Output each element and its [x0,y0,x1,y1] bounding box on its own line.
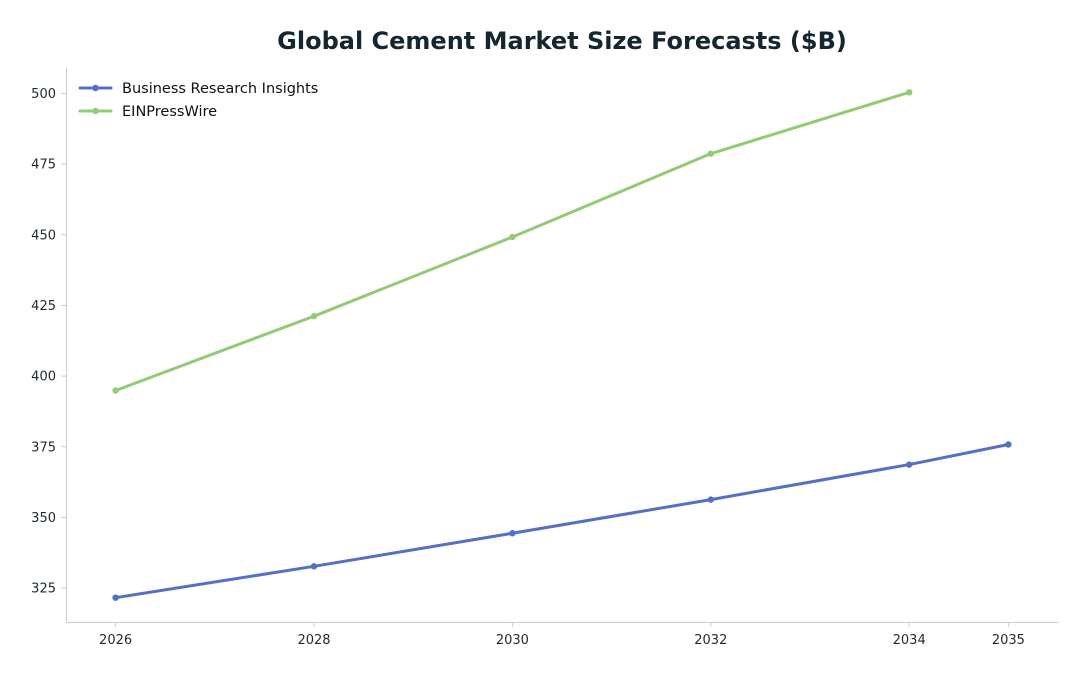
data-point [1005,441,1012,448]
y-tick-label: 450 [31,228,56,243]
series-2 [112,89,913,394]
chart-title: Global Cement Market Size Forecasts ($B) [277,27,847,55]
data-point [310,312,318,320]
y-tick-label: 425 [31,299,56,314]
data-point [509,233,516,241]
x-axis-ticks: 2026 2028 2030 2032 2034 2035 [99,622,1025,648]
x-tick-label: 2035 [992,633,1025,648]
data-point [906,461,913,468]
y-tick-label: 375 [31,440,56,455]
x-tick-label: 2028 [297,633,330,648]
y-tick-label: 350 [31,511,56,526]
series-line [114,90,911,393]
legend-item: EINPressWire [78,104,217,120]
y-tick-label: 475 [31,158,56,173]
data-point [112,387,119,394]
data-point [509,530,516,537]
y-tick-label: 325 [31,582,56,597]
y-axis-ticks: 325 350 375 400 425 450 475 500 [31,87,66,597]
data-point [906,89,913,96]
y-tick-label: 500 [31,87,56,102]
legend-swatch-marker [92,84,99,92]
data-point [112,594,119,601]
legend-item: Business Research Insights [78,81,318,97]
data-point [310,563,318,570]
series-line [114,442,1010,600]
x-tick-label: 2026 [99,633,132,648]
x-tick-label: 2032 [694,633,727,648]
y-tick-label: 400 [31,370,56,385]
legend-swatch-marker [92,107,99,115]
x-tick-label: 2030 [496,633,529,648]
legend-label: Business Research Insights [122,81,318,97]
legend-label: EINPressWire [122,104,217,120]
data-point [707,150,714,157]
data-point [707,496,714,503]
series-layer [112,89,1012,601]
x-tick-label: 2034 [893,633,926,648]
series-1 [112,441,1012,601]
legend: Business Research Insights EINPressWire [78,81,318,120]
